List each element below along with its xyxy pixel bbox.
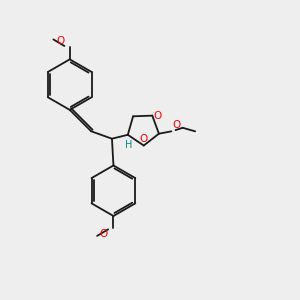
Text: O: O: [154, 111, 162, 121]
Text: O: O: [140, 134, 148, 144]
Text: H: H: [125, 140, 132, 150]
Text: O: O: [100, 230, 108, 239]
Text: O: O: [172, 120, 181, 130]
Text: O: O: [56, 36, 64, 46]
